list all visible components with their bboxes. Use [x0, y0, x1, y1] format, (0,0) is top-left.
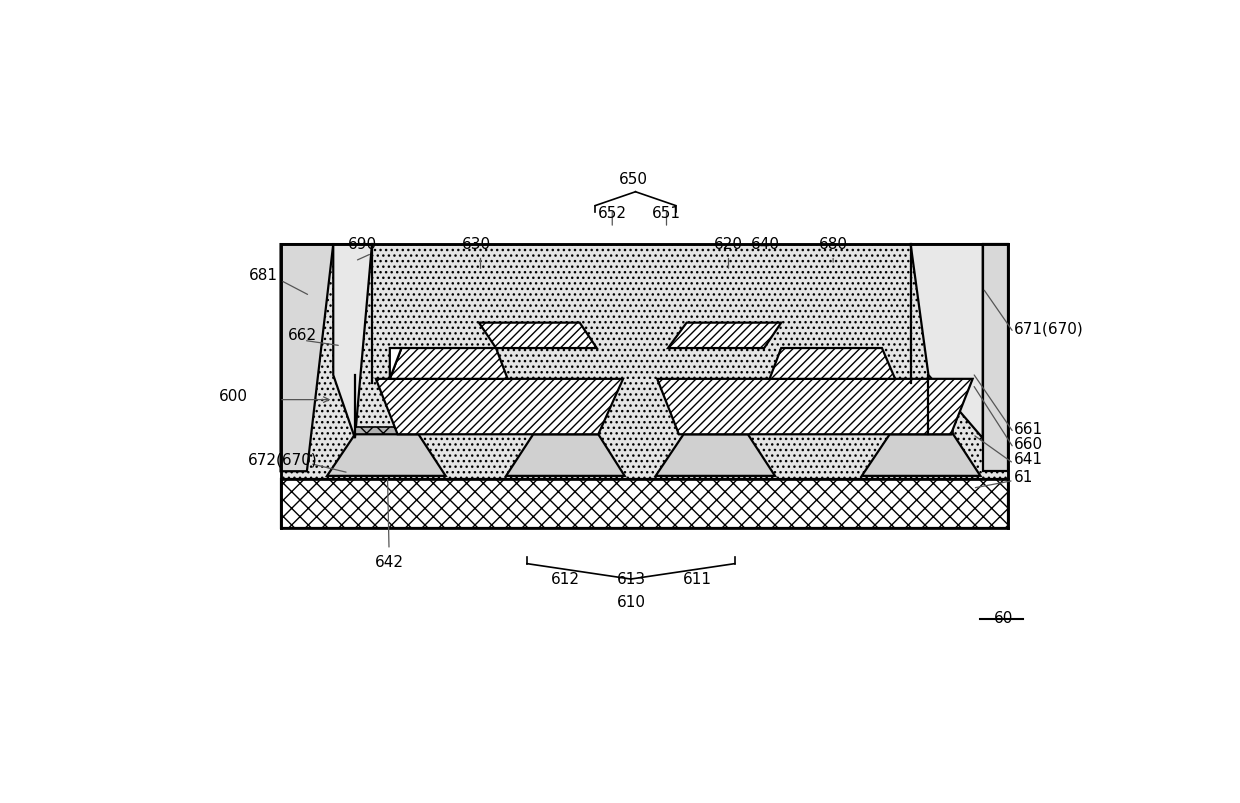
- Polygon shape: [683, 427, 748, 434]
- Text: 641: 641: [1014, 452, 1043, 467]
- Text: 60: 60: [994, 610, 1013, 626]
- Text: 671(670): 671(670): [1014, 321, 1084, 336]
- Text: 662: 662: [288, 328, 317, 342]
- Text: 690: 690: [348, 237, 377, 251]
- Polygon shape: [506, 434, 625, 476]
- Text: 680: 680: [818, 237, 848, 251]
- Polygon shape: [533, 427, 598, 434]
- Text: 650: 650: [619, 172, 647, 187]
- Polygon shape: [389, 349, 402, 379]
- Polygon shape: [862, 434, 981, 476]
- Polygon shape: [334, 245, 372, 438]
- Polygon shape: [479, 324, 596, 349]
- Polygon shape: [910, 245, 982, 438]
- Text: 660: 660: [1014, 437, 1043, 451]
- Polygon shape: [982, 245, 1007, 471]
- Polygon shape: [890, 427, 954, 434]
- Text: 672(670): 672(670): [248, 452, 317, 467]
- Polygon shape: [280, 245, 1007, 479]
- Text: 661: 661: [1014, 421, 1043, 436]
- Polygon shape: [376, 379, 624, 434]
- Text: 620: 620: [714, 237, 743, 251]
- Text: 642: 642: [374, 554, 403, 569]
- Polygon shape: [668, 324, 781, 349]
- Text: 61: 61: [1014, 470, 1033, 484]
- Text: 612: 612: [552, 572, 580, 587]
- Text: 611: 611: [683, 572, 712, 587]
- Text: 652: 652: [598, 206, 626, 221]
- Text: 613: 613: [618, 572, 646, 587]
- Polygon shape: [389, 349, 507, 379]
- Polygon shape: [280, 245, 334, 471]
- Polygon shape: [657, 379, 972, 434]
- Text: 610: 610: [618, 595, 646, 609]
- Text: 681: 681: [248, 267, 278, 283]
- Polygon shape: [770, 349, 895, 379]
- Polygon shape: [656, 434, 775, 476]
- Polygon shape: [280, 479, 1007, 528]
- Text: 630: 630: [463, 237, 491, 251]
- Text: 651: 651: [652, 206, 681, 221]
- Text: 640: 640: [751, 237, 780, 251]
- Polygon shape: [355, 427, 419, 434]
- Text: 600: 600: [218, 389, 248, 404]
- Polygon shape: [327, 434, 445, 476]
